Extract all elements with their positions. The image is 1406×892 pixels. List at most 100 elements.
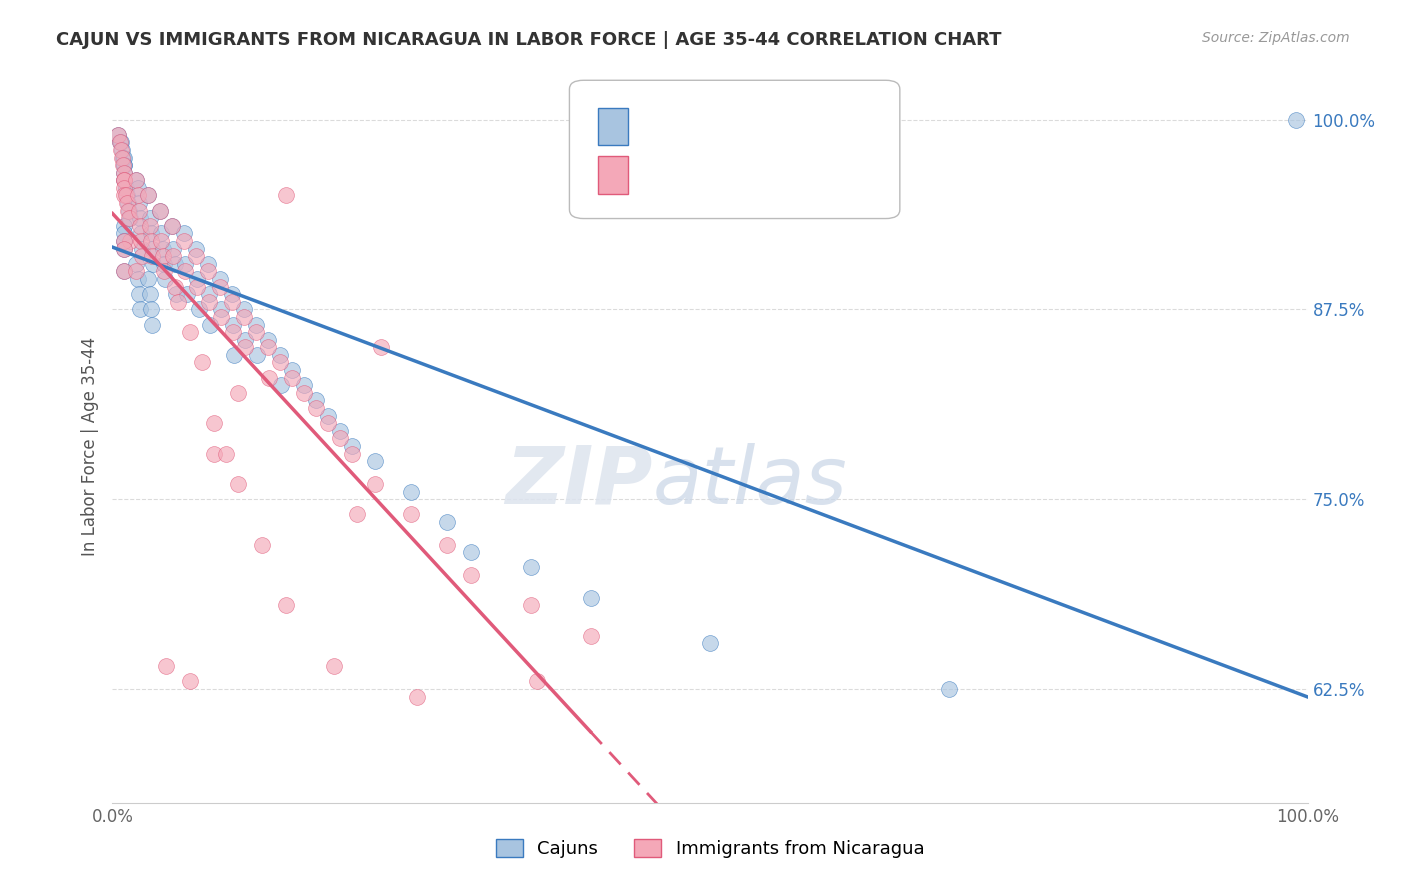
Point xyxy=(198,294,221,309)
Point xyxy=(520,599,543,613)
Point xyxy=(111,143,134,157)
Point xyxy=(191,355,214,369)
Point xyxy=(233,333,256,347)
Point xyxy=(127,181,149,195)
Point xyxy=(112,151,135,165)
Legend: Cajuns, Immigrants from Nicaragua: Cajuns, Immigrants from Nicaragua xyxy=(488,831,932,865)
Point xyxy=(114,188,136,202)
Point xyxy=(131,249,153,263)
Point xyxy=(460,568,482,582)
Point xyxy=(162,219,183,233)
Point xyxy=(141,318,163,332)
Point xyxy=(246,348,269,362)
Point xyxy=(526,674,548,689)
Text: 84: 84 xyxy=(778,117,804,136)
Point xyxy=(138,287,160,301)
Point xyxy=(118,211,141,226)
Point xyxy=(114,173,135,187)
Point xyxy=(114,166,135,180)
Point xyxy=(209,310,232,324)
Point xyxy=(114,151,135,165)
Point xyxy=(162,249,184,263)
Point xyxy=(111,151,134,165)
Point xyxy=(114,181,135,195)
Text: 0.230: 0.230 xyxy=(676,117,738,136)
Point xyxy=(120,211,142,226)
Point xyxy=(138,219,160,233)
Point xyxy=(118,203,141,218)
Point xyxy=(110,136,132,150)
Point xyxy=(114,188,135,202)
Point xyxy=(152,249,174,263)
Point xyxy=(150,234,173,248)
Point xyxy=(153,264,176,278)
Point xyxy=(117,203,139,218)
Point xyxy=(114,234,135,248)
Point xyxy=(117,196,139,211)
Point xyxy=(176,287,198,301)
Point xyxy=(406,690,429,704)
Point xyxy=(520,560,543,574)
Point xyxy=(245,325,267,339)
Point xyxy=(162,242,184,256)
Point xyxy=(167,294,190,309)
Text: CAJUN VS IMMIGRANTS FROM NICARAGUA IN LABOR FORCE | AGE 35-44 CORRELATION CHART: CAJUN VS IMMIGRANTS FROM NICARAGUA IN LA… xyxy=(56,31,1001,49)
Point xyxy=(108,136,131,150)
Point xyxy=(436,538,458,552)
Point xyxy=(329,431,352,445)
Point xyxy=(142,257,165,271)
Point xyxy=(215,447,238,461)
Point xyxy=(141,249,163,263)
Point xyxy=(938,681,960,696)
Point xyxy=(370,340,392,354)
Point xyxy=(114,242,135,256)
Point xyxy=(179,325,201,339)
Point xyxy=(269,348,291,362)
Point xyxy=(322,659,344,673)
Point xyxy=(401,508,423,522)
Point xyxy=(305,393,328,408)
Point xyxy=(233,302,256,317)
Point xyxy=(114,173,135,187)
Point xyxy=(346,508,368,522)
Point xyxy=(141,242,163,256)
Point xyxy=(221,294,243,309)
Point xyxy=(436,515,458,529)
Point xyxy=(173,227,195,241)
Point xyxy=(364,477,387,491)
Point xyxy=(114,264,135,278)
Point xyxy=(165,287,187,301)
Point xyxy=(139,302,162,317)
Point xyxy=(120,234,142,248)
Point xyxy=(221,287,243,301)
Point xyxy=(233,310,256,324)
Point xyxy=(257,370,280,384)
Point xyxy=(138,188,160,202)
Point xyxy=(197,264,219,278)
Point xyxy=(401,484,423,499)
Point xyxy=(149,203,172,218)
Point xyxy=(114,181,136,195)
Point xyxy=(274,188,297,202)
Point xyxy=(107,128,129,142)
Point xyxy=(222,325,245,339)
Point xyxy=(125,173,148,187)
Point xyxy=(114,158,135,172)
Point xyxy=(129,211,152,226)
Point xyxy=(128,203,150,218)
Point xyxy=(226,385,249,400)
Point xyxy=(139,227,162,241)
Point xyxy=(460,545,482,559)
Point xyxy=(125,264,148,278)
Point xyxy=(250,538,273,552)
Point xyxy=(114,264,135,278)
Text: 82: 82 xyxy=(778,166,804,186)
Point xyxy=(316,409,339,423)
Point xyxy=(114,158,135,172)
Point xyxy=(364,454,387,468)
Point xyxy=(202,416,225,430)
Point xyxy=(209,279,232,293)
Text: R =: R = xyxy=(637,166,679,186)
Point xyxy=(153,272,176,286)
Text: ZIP: ZIP xyxy=(505,442,652,521)
